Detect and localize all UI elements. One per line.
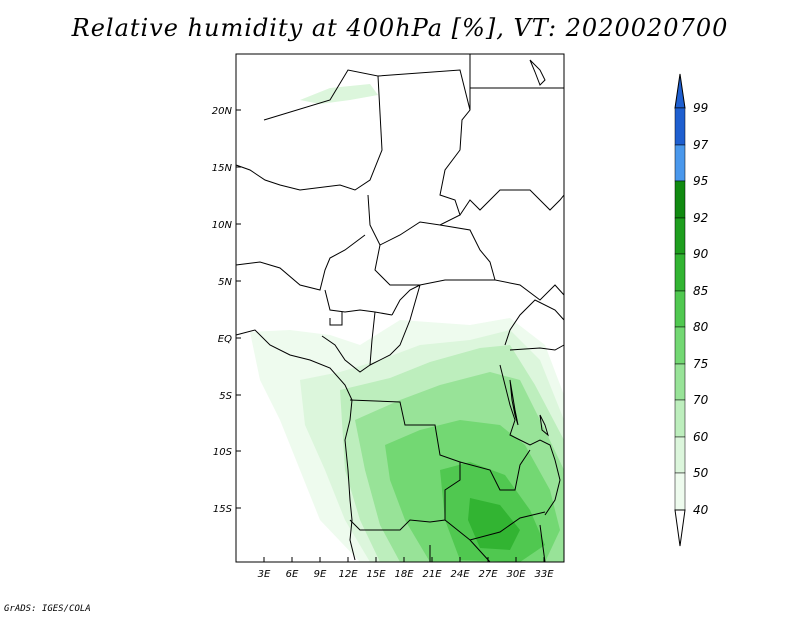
border-line xyxy=(329,312,343,326)
colorbar-swatch-70 xyxy=(674,399,686,438)
border-line xyxy=(444,511,546,541)
lat-label: 10S xyxy=(213,447,233,458)
map-title: Relative humidity at 400hPa [%], VT: 202… xyxy=(71,14,729,42)
border-line xyxy=(509,344,565,351)
colorbar-labels: 99 97 95 92 90 85 80 75 70 60 50 40 xyxy=(693,101,709,517)
lake-outline xyxy=(539,414,549,437)
lon-label: 9E xyxy=(314,569,327,580)
lon-label: 15E xyxy=(366,569,386,580)
lat-label: 15N xyxy=(212,163,233,174)
colorbar-label: 80 xyxy=(693,320,709,334)
coastline xyxy=(499,364,561,516)
colorbar-label: 90 xyxy=(693,247,709,261)
border-line xyxy=(469,54,564,110)
lat-label: 10N xyxy=(212,220,233,231)
colorbar-label: 40 xyxy=(693,503,709,517)
border-line xyxy=(367,69,471,246)
lat-axis: 20N 15N 10N 5N EQ 5S 10S 15S xyxy=(212,106,241,515)
border-line xyxy=(459,189,565,216)
lat-label: 5S xyxy=(219,391,232,402)
lon-label: 33E xyxy=(534,569,554,580)
map-frame xyxy=(235,53,565,563)
colorbar-label: 99 xyxy=(693,101,708,115)
colorbar-label: 60 xyxy=(693,430,709,444)
rh-north-patch xyxy=(300,84,378,104)
lon-axis: 3E 6E 9E 12E 15E 18E 21E 24E 27E 30E 33E xyxy=(258,557,554,580)
lat-label: 20N xyxy=(212,106,233,117)
border-line xyxy=(459,449,531,491)
border-line xyxy=(429,524,546,563)
colorbar-swatch-50 xyxy=(674,472,686,511)
lake-outline xyxy=(529,59,546,86)
colorbar-swatch-75 xyxy=(674,363,686,401)
lon-label: 21E xyxy=(422,569,442,580)
colorbar-swatch-90 xyxy=(674,253,686,292)
lon-label: 18E xyxy=(394,569,414,580)
colorbar-label: 92 xyxy=(693,211,708,225)
border-line xyxy=(235,69,383,191)
border-line xyxy=(324,289,393,316)
colorbar-swatch-95 xyxy=(674,180,686,219)
country-borders xyxy=(235,54,565,563)
lake-outline xyxy=(509,379,519,426)
lon-label: 3E xyxy=(258,569,271,580)
lon-label: 6E xyxy=(286,569,299,580)
colorbar-top-arrow xyxy=(674,73,686,109)
colorbar-label: 85 xyxy=(693,284,708,298)
border-line xyxy=(369,284,421,366)
border-line xyxy=(321,311,376,373)
colorbar-label: 97 xyxy=(693,138,709,152)
colorbar xyxy=(674,73,686,547)
lon-label: 12E xyxy=(338,569,358,580)
colorbar-swatch-99 xyxy=(674,107,686,146)
border-line xyxy=(504,299,565,346)
colorbar-swatch-97 xyxy=(674,144,686,182)
border-line xyxy=(349,399,461,531)
colorbar-label: 75 xyxy=(693,357,708,371)
colorbar-swatch-60 xyxy=(674,436,686,474)
grads-credit: GrADS: IGES/COLA xyxy=(4,604,91,614)
colorbar-swatch-80 xyxy=(674,326,686,365)
colorbar-bottom-arrow xyxy=(674,509,686,547)
border-line xyxy=(391,284,421,316)
border-line xyxy=(235,234,366,291)
colorbar-swatch-92 xyxy=(674,217,686,255)
lat-label: EQ xyxy=(218,334,232,345)
lat-label: 15S xyxy=(213,504,233,515)
lon-label: 30E xyxy=(506,569,526,580)
colorbar-label: 95 xyxy=(693,174,708,188)
lon-label: 24E xyxy=(450,569,470,580)
lat-label: 5N xyxy=(218,277,232,288)
coastline xyxy=(235,329,356,561)
lon-label: 27E xyxy=(478,569,498,580)
colorbar-label: 70 xyxy=(693,393,709,407)
colorbar-swatch-85 xyxy=(674,290,686,328)
colorbar-label: 50 xyxy=(693,466,709,480)
